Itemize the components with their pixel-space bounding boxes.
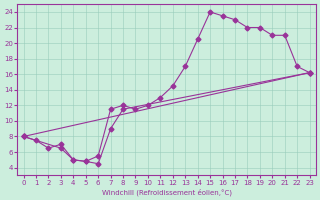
X-axis label: Windchill (Refroidissement éolien,°C): Windchill (Refroidissement éolien,°C) bbox=[101, 188, 232, 196]
